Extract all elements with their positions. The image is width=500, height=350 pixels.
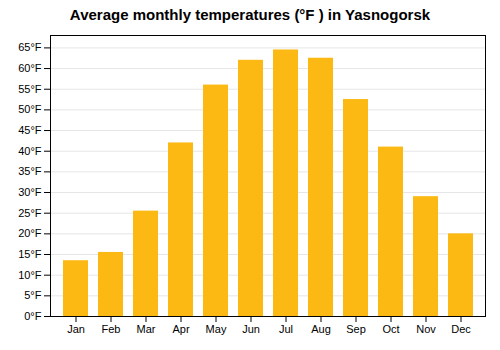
- svg-text:55°F: 55°F: [18, 83, 42, 95]
- svg-text:20°F: 20°F: [18, 227, 42, 239]
- svg-text:10°F: 10°F: [18, 269, 42, 281]
- svg-text:Feb: Feb: [102, 323, 121, 335]
- svg-text:30°F: 30°F: [18, 186, 42, 198]
- svg-text:65°F: 65°F: [18, 41, 42, 53]
- svg-text:15°F: 15°F: [18, 248, 42, 260]
- svg-text:0°F: 0°F: [24, 310, 42, 322]
- svg-text:May: May: [206, 323, 227, 335]
- svg-text:Apr: Apr: [172, 323, 189, 335]
- svg-text:60°F: 60°F: [18, 62, 42, 74]
- svg-text:Jul: Jul: [279, 323, 293, 335]
- svg-text:5°F: 5°F: [24, 289, 42, 301]
- svg-text:Sep: Sep: [346, 323, 366, 335]
- svg-text:Jan: Jan: [67, 323, 85, 335]
- svg-text:50°F: 50°F: [18, 103, 42, 115]
- html-text:Average monthly temperatures (: Average monthly temperatures (°F ) in Ya…: [69, 6, 431, 23]
- svg-text:Jun: Jun: [242, 323, 260, 335]
- svg-text:Oct: Oct: [382, 323, 399, 335]
- svg-text:Dec: Dec: [451, 323, 471, 335]
- svg-text:25°F: 25°F: [18, 207, 42, 219]
- svg-text:45°F: 45°F: [18, 124, 42, 136]
- svg-text:Mar: Mar: [137, 323, 156, 335]
- svg-text:Nov: Nov: [416, 323, 436, 335]
- svg-text:40°F: 40°F: [18, 145, 42, 157]
- svg-text:35°F: 35°F: [18, 165, 42, 177]
- svg-text:Aug: Aug: [311, 323, 331, 335]
